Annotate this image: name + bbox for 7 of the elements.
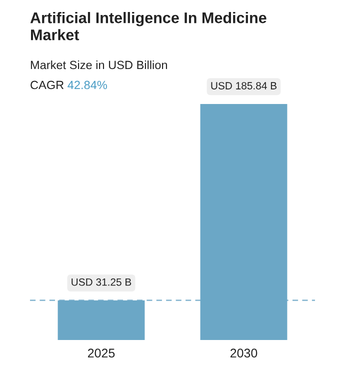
chart-title: Artificial Intelligence In Medicine Market bbox=[30, 12, 266, 40]
data-label: USD 185.84 B bbox=[211, 82, 276, 90]
x-tick-label: 2030 bbox=[230, 348, 258, 358]
data-label: USD 31.25 B bbox=[72, 278, 132, 286]
chart-subtitle: Market Size in USD Billion bbox=[30, 60, 168, 70]
text: CAGR 42.84% bbox=[30, 80, 107, 90]
x-tick-label: 2025 bbox=[88, 348, 115, 358]
